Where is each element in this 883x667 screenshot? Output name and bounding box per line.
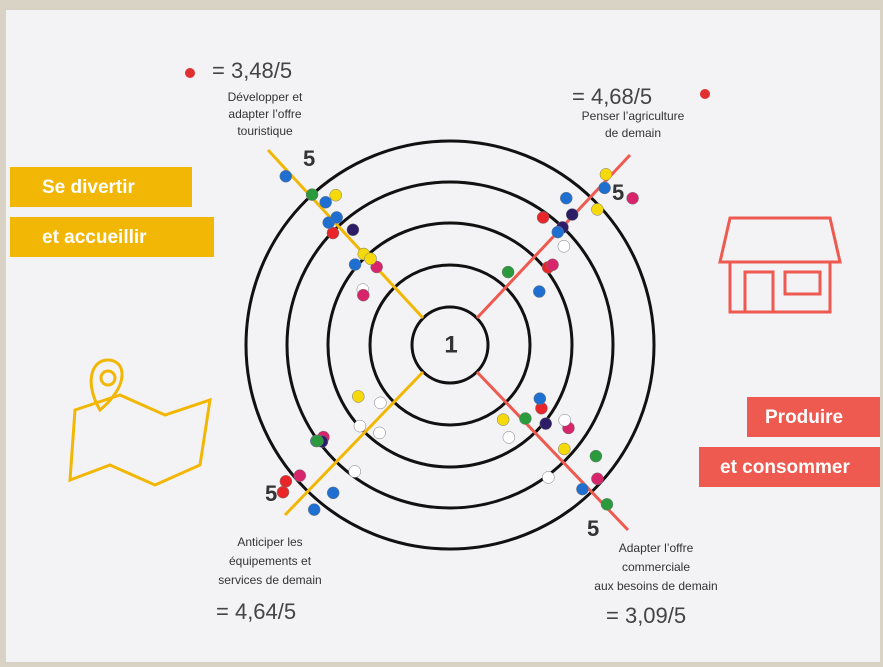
axis-label: commerciale	[622, 560, 690, 574]
pin	[560, 192, 572, 204]
pin	[280, 475, 292, 487]
pin	[373, 427, 385, 439]
pin	[559, 414, 571, 426]
pin	[537, 211, 549, 223]
axis-label: Développer et	[228, 90, 303, 104]
pin	[552, 226, 564, 238]
score: = 4,68/5	[572, 84, 652, 109]
dot	[185, 68, 195, 78]
axis-label: adapter l’offre	[228, 107, 301, 121]
pin	[576, 483, 588, 495]
axis-label: équipements et	[229, 554, 312, 568]
dot	[700, 89, 710, 99]
pin	[519, 413, 531, 425]
pin	[534, 393, 546, 405]
pin	[294, 470, 306, 482]
score: = 4,64/5	[216, 599, 296, 624]
axis-label: Penser l’agriculture	[582, 109, 685, 123]
pin	[308, 504, 320, 516]
pin	[497, 414, 509, 426]
end-label: 5	[303, 146, 315, 171]
pin	[627, 192, 639, 204]
axis-label: services de demain	[218, 573, 321, 587]
pin	[311, 435, 323, 447]
pin	[601, 498, 613, 510]
pin	[352, 390, 364, 402]
pin	[540, 418, 552, 430]
banner-text: Se divertir	[42, 177, 136, 198]
pin	[347, 224, 359, 236]
pin	[599, 182, 611, 194]
poster-photo: 1 Se divertir et accueillir Produire et …	[0, 0, 883, 667]
pin	[354, 420, 366, 432]
axis-label: Adapter l’offre	[619, 541, 694, 555]
axis-label: aux besoins de demain	[594, 579, 717, 593]
axis-label: Anticiper les	[237, 535, 302, 549]
pin	[591, 203, 603, 215]
pin	[558, 443, 570, 455]
pin	[277, 486, 289, 498]
end-label: 5	[612, 180, 624, 205]
pin	[542, 471, 554, 483]
pin	[600, 168, 612, 180]
pin	[320, 196, 332, 208]
pin	[533, 286, 545, 298]
pin	[566, 209, 578, 221]
banner-text: et consommer	[720, 457, 850, 478]
pin	[331, 211, 343, 223]
pin	[590, 450, 602, 462]
pin	[558, 240, 570, 252]
pin	[306, 189, 318, 201]
pin	[330, 189, 342, 201]
banner-text: Produire	[765, 407, 843, 428]
axis-label: touristique	[237, 124, 293, 138]
pin	[365, 253, 377, 265]
pin	[547, 259, 559, 271]
end-label: 5	[265, 481, 277, 506]
axis-label: de demain	[605, 126, 661, 140]
pin	[374, 397, 386, 409]
pin	[502, 266, 514, 278]
end-label: 5	[587, 516, 599, 541]
center-label: 1	[444, 331, 457, 358]
pin	[349, 259, 361, 271]
banner-text: et accueillir	[42, 227, 147, 248]
pin	[280, 170, 292, 182]
pin	[503, 431, 515, 443]
pin	[357, 289, 369, 301]
pin	[327, 487, 339, 499]
score: = 3,48/5	[212, 58, 292, 83]
pin	[591, 473, 603, 485]
paper	[6, 10, 880, 662]
pin	[349, 466, 361, 478]
score: = 3,09/5	[606, 603, 686, 628]
